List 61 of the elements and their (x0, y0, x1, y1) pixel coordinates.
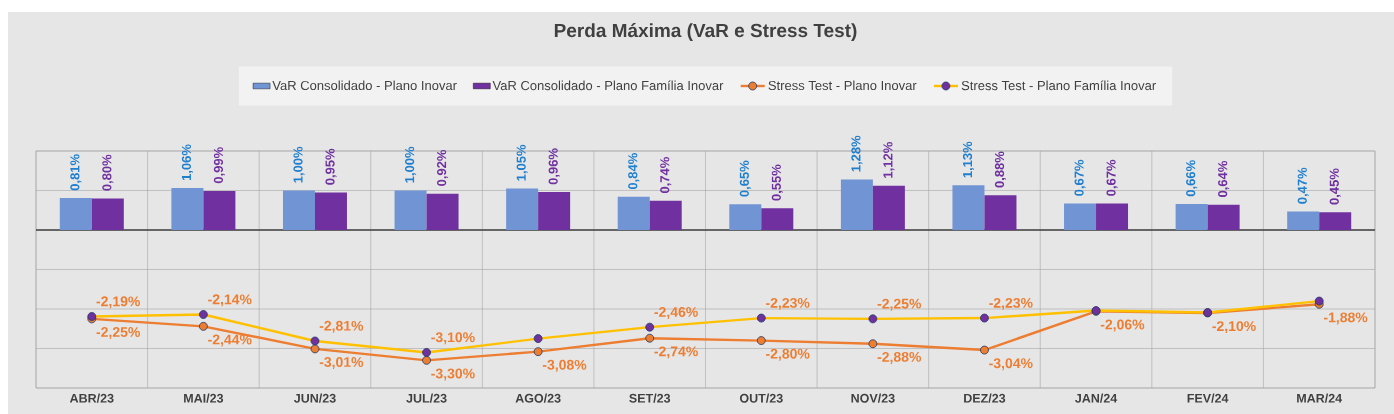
x-tick-label: AGO/23 (515, 393, 561, 403)
data-label: 0,96% (548, 148, 560, 185)
data-label: -2,25% (96, 327, 140, 339)
data-label: 0,80% (102, 154, 114, 191)
data-label: 0,81% (70, 154, 82, 191)
data-label: -3,10% (431, 332, 475, 345)
data-label: -2,25% (877, 298, 922, 311)
data-label: 1,05% (516, 144, 528, 181)
legend-label: Stress Test - Plano Inovar (768, 80, 917, 91)
data-label: 1,12% (883, 142, 895, 178)
data-label: -3,08% (542, 359, 587, 372)
x-tick-label: JAN/24 (1075, 393, 1118, 403)
data-label: -2,88% (877, 351, 922, 364)
data-label: 1,00% (405, 146, 417, 183)
data-label: 0,67% (1106, 159, 1118, 196)
data-label: 0,84% (628, 153, 640, 190)
data-label: -3,04% (989, 358, 1033, 371)
legend-label: VaR Consolidado - Plano Família Inovar (492, 80, 724, 91)
data-label: -1,88% (1323, 312, 1368, 325)
data-label: -2,81% (319, 320, 364, 333)
data-label: 1,06% (181, 144, 193, 181)
data-label: -3,30% (431, 368, 475, 381)
data-label: -2,19% (96, 296, 140, 309)
x-tick-label: SET/23 (629, 393, 671, 403)
x-tick-label: ABR/23 (69, 393, 114, 403)
data-label: -2,14% (208, 294, 252, 307)
x-tick-label: DEZ/23 (964, 393, 1006, 403)
x-tick-label: FEV/24 (1187, 393, 1229, 403)
chart-title: Perda Máxima (VaR e Stress Test) (554, 23, 857, 41)
data-label: 0,66% (1186, 160, 1198, 197)
legend-label: VaR Consolidado - Plano Inovar (272, 80, 457, 91)
data-label: 0,92% (437, 149, 449, 186)
x-tick-label: OUT/23 (739, 393, 783, 403)
data-label: -2,46% (654, 307, 698, 319)
data-label: 0,55% (771, 164, 783, 201)
x-tick-label: NOV/23 (851, 393, 895, 403)
x-tick-label: JUN/23 (293, 393, 336, 403)
data-label: 0,65% (739, 160, 751, 197)
data-label: -3,01% (319, 357, 364, 370)
data-label: 0,64% (1218, 161, 1230, 197)
data-label: 0,99% (213, 147, 225, 184)
x-tick-label: MAR/24 (1297, 393, 1343, 403)
data-label: -2,10% (1212, 321, 1256, 334)
data-label: -2,80% (766, 348, 810, 361)
data-label: 0,74% (660, 157, 672, 194)
data-label: 0,88% (994, 151, 1006, 188)
data-label: -2,74% (654, 346, 698, 359)
data-label: 0,45% (1329, 168, 1341, 205)
x-tick-label: JUL/23 (406, 393, 447, 403)
data-label: 0,47% (1297, 167, 1309, 204)
data-label: 1,00% (293, 146, 305, 183)
data-label: -2,23% (766, 297, 810, 310)
data-label: 1,13% (962, 141, 974, 178)
data-label: -2,06% (1100, 319, 1145, 332)
data-label: -2,23% (989, 297, 1033, 310)
legend-label: Stress Test - Plano Família Inovar (961, 80, 1156, 91)
data-label: 1,28% (851, 135, 863, 172)
data-label: 0,95% (325, 148, 337, 185)
data-label: 0,67% (1074, 159, 1086, 196)
x-tick-label: MAI/23 (184, 393, 224, 403)
data-label: -2,44% (208, 334, 252, 347)
